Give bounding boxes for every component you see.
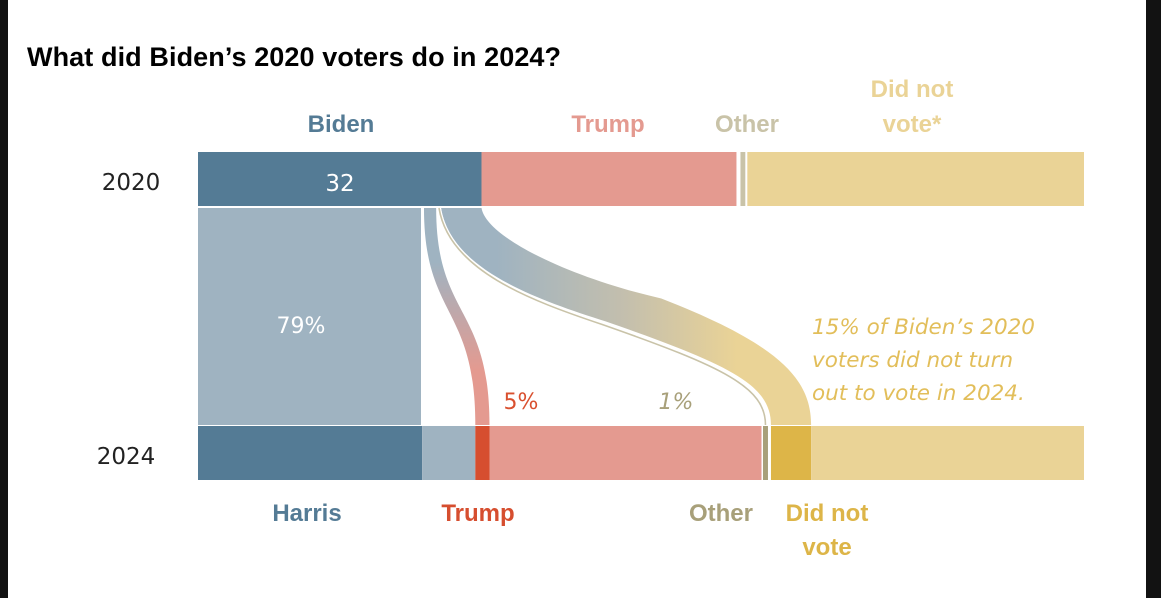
annotation-line-2: voters did not turn (812, 348, 1013, 373)
bar-2024 (198, 426, 1084, 480)
top-label-trump: Trump (571, 111, 644, 138)
flows (198, 207, 812, 426)
flow-biden-to-did-not-vote (440, 208, 812, 425)
flow-biden-to-harris (198, 208, 421, 425)
bottom-label-trump: Trump (441, 500, 514, 527)
bar-2020-segment-trump (481, 152, 737, 206)
bottom-label-other: Other (689, 500, 753, 527)
bar-2024-segment-dnv-other-sources (811, 426, 1084, 480)
year-label-2020: 2020 (102, 170, 161, 196)
biden-2020-value-label: 32 (325, 171, 354, 197)
bar-2024-segment-other-2024 (762, 426, 768, 480)
flow-label-harris: 79% (277, 314, 326, 339)
bottom-label-harris: Harris (272, 500, 341, 527)
bottom-label-did-not-vote-line1: Did not (786, 500, 869, 527)
top-label-did-not-vote-line2: vote* (883, 111, 942, 138)
bar-2020-segment-biden (198, 152, 482, 206)
top-label-biden: Biden (308, 111, 375, 138)
bottom-label-did-not-vote-line2: vote (802, 534, 851, 561)
top-label-did-not-vote-line1: Did not (871, 76, 954, 103)
bar-2024-segment-trump-from-biden (475, 426, 490, 480)
flow-biden-to-trump (423, 208, 490, 425)
bar-2024-segment-harris-other-sources (422, 426, 476, 480)
bottom-category-labels: Harris Trump Other Did not vote (272, 500, 868, 561)
year-label-2024: 2024 (97, 444, 156, 470)
top-label-other: Other (715, 111, 779, 138)
top-category-labels: Biden Trump Other Did not vote* (308, 76, 954, 138)
flow-biden-to-other (438, 207, 767, 426)
bar-2024-segment-harris-from-biden (198, 426, 423, 480)
bar-2024-segment-trump-other-sources (489, 426, 762, 480)
bar-2020-segment-dnv (747, 152, 1084, 206)
annotation-line-1: 15% of Biden’s 2020 (812, 315, 1035, 340)
bar-2020 (198, 152, 1084, 206)
bar-2020-segment-other (740, 152, 746, 206)
bar-2024-segment-dnv-from-biden (770, 426, 812, 480)
annotation-line-3: out to vote in 2024. (812, 381, 1025, 406)
annotation-did-not-vote: 15% of Biden’s 2020 voters did not turn … (812, 315, 1035, 406)
chart-title: What did Biden’s 2020 voters do in 2024? (27, 42, 562, 72)
flow-label-trump: 5% (504, 390, 539, 415)
flow-label-other: 1% (659, 390, 694, 415)
